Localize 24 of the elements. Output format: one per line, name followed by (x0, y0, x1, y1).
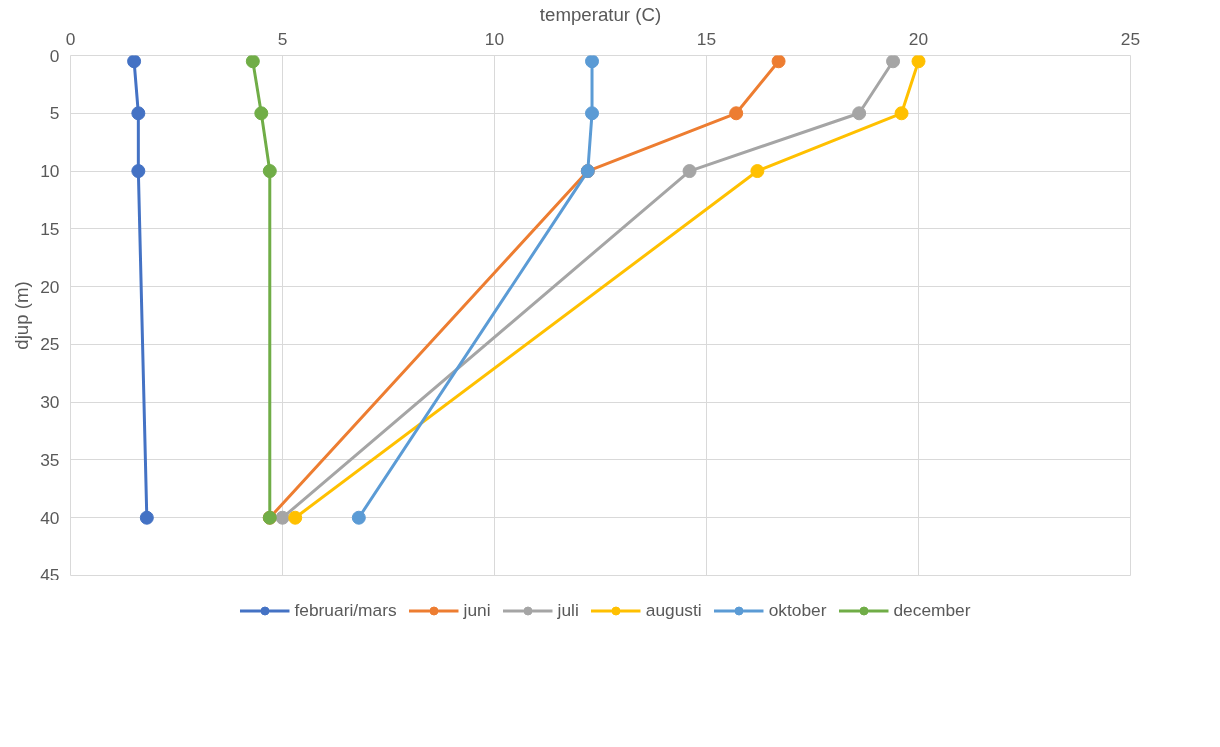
y-tick-label: 30 (40, 392, 60, 413)
x-tick-label: 15 (696, 28, 717, 49)
x-tick-label: 25 (1120, 28, 1141, 49)
y-tick-label: 40 (40, 507, 60, 528)
x-axis-title: temperatur (C) (539, 3, 662, 25)
y-tick-label: 15 (40, 218, 60, 239)
y-tick-label: 35 (40, 449, 60, 470)
legend-label: augusti (645, 599, 702, 621)
legend-label: februari/mars (294, 599, 397, 621)
legend-label: december (893, 599, 971, 621)
y-tick-label: 20 (40, 276, 60, 297)
y-tick-label: 25 (40, 334, 60, 355)
y-tick-label: 45 (40, 564, 60, 585)
legend-label: juni (463, 599, 491, 621)
y-tick-label: 0 (49, 45, 60, 66)
legend-label: oktober (768, 599, 827, 621)
x-tick-label: 0 (65, 28, 76, 49)
legend-label: juli (557, 599, 579, 621)
y-tick-label: 10 (40, 161, 60, 182)
x-tick-label: 5 (277, 28, 288, 49)
y-tick-label: 5 (49, 103, 60, 124)
x-tick-label: 20 (908, 28, 929, 49)
y-axis-title: djup (m) (11, 281, 33, 350)
x-tick-label: 10 (484, 28, 505, 49)
